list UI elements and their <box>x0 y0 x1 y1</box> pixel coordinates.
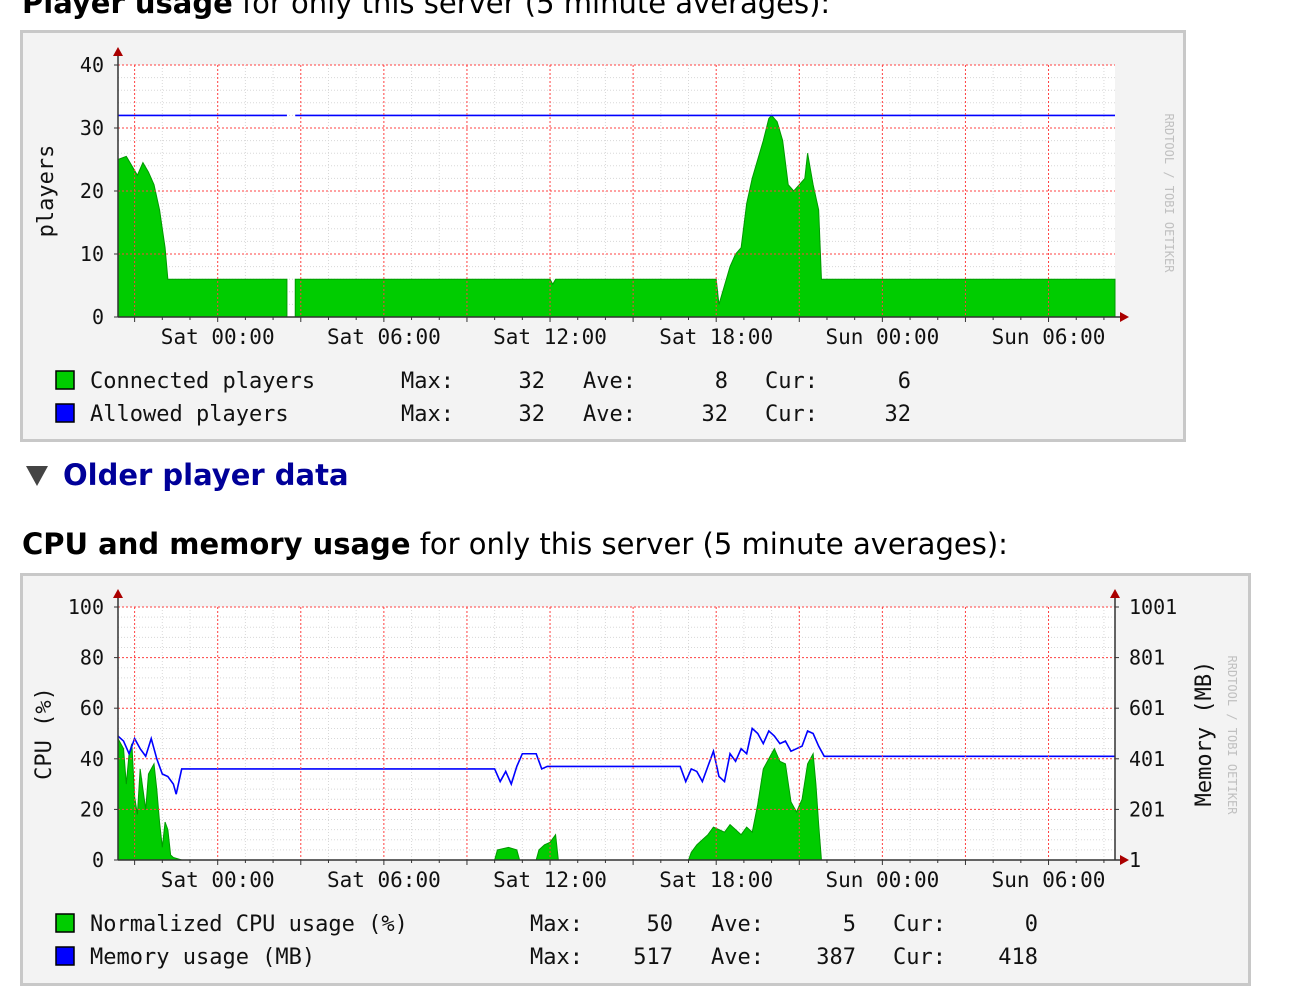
y-tick-label: 100 <box>68 595 104 619</box>
cpu-memory-heading-bold: CPU and memory usage <box>22 527 411 561</box>
y2-axis-arrow <box>1110 589 1120 598</box>
series-area-0 <box>117 738 1115 861</box>
legend-cur-label: Cur: <box>765 402 818 427</box>
y2-tick-label: 201 <box>1129 797 1165 821</box>
legend-cur-value: 0 <box>1025 912 1038 937</box>
y-tick-label: 40 <box>80 53 104 77</box>
legend-ave-label: Ave: <box>583 402 636 427</box>
legend-ave-value: 5 <box>843 912 856 937</box>
x-tick-label: Sat 18:00 <box>659 325 773 349</box>
player-usage-chart-panel: Sat 00:00 Sat 06:00 Sat 12:00 Sat 18:00 Sun … <box>20 30 1186 442</box>
y2-axis-label: Memory (MB) <box>1192 661 1217 807</box>
plot-area <box>118 607 1115 860</box>
legend-ave-label: Ave: <box>711 945 764 970</box>
cpu-memory-chart-panel: Sat 00:00 Sat 06:00 Sat 12:00 Sat 18:00 Sun … <box>20 573 1251 986</box>
x-tick-label: Sat 12:00 <box>493 325 607 349</box>
y2-tick-label: 401 <box>1129 747 1165 771</box>
legend-ave-value: 32 <box>702 402 729 427</box>
player-usage-heading-bold: Player usage <box>22 0 233 20</box>
legend-ave-value: 8 <box>715 369 728 394</box>
rrdtool-watermark: RRDTOOL / TOBI OETIKER <box>1162 114 1176 274</box>
x-tick-label: Sat 06:00 <box>327 868 441 892</box>
plot-area <box>118 65 1115 317</box>
legend-max-label: Max: <box>530 912 583 937</box>
cpu-memory-heading: CPU and memory usage for only this serve… <box>22 527 1008 561</box>
legend-cur-label: Cur: <box>893 912 946 937</box>
x-tick-label: Sun 06:00 <box>992 325 1106 349</box>
y-tick-label: 30 <box>80 116 104 140</box>
x-tick-label: Sat 00:00 <box>161 325 275 349</box>
legend-max-label: Max: <box>401 369 454 394</box>
x-tick-label: Sun 00:00 <box>825 868 939 892</box>
triangle-down-icon[interactable] <box>26 466 48 486</box>
legend-ave-value: 387 <box>816 945 856 970</box>
legend-label: Connected players <box>90 369 315 394</box>
y-axis-label: players <box>34 145 59 238</box>
legend-max-label: Max: <box>530 945 583 970</box>
legend-cur-value: 6 <box>898 369 911 394</box>
x-axis-arrow <box>1120 312 1129 322</box>
legend-max-value: 32 <box>519 369 546 394</box>
x-tick-label: Sat 12:00 <box>493 868 607 892</box>
legend-max-label: Max: <box>401 402 454 427</box>
y2-tick-label: 601 <box>1129 696 1165 720</box>
legend-label: Memory usage (MB) <box>90 945 315 970</box>
x-tick-label: Sat 06:00 <box>327 325 441 349</box>
x-tick-label: Sun 00:00 <box>825 325 939 349</box>
player-usage-heading-rest: for only this server (5 minute averages)… <box>232 0 831 20</box>
older-player-data-link[interactable]: Older player data <box>63 458 349 492</box>
y-tick-label: 40 <box>80 747 104 771</box>
rrdtool-watermark: RRDTOOL / TOBI OETIKER <box>1225 656 1239 816</box>
legend-cur-value: 32 <box>885 402 912 427</box>
series-line-1 <box>117 726 1115 795</box>
legend-max-value: 32 <box>519 402 546 427</box>
legend-max-value: 517 <box>633 945 673 970</box>
legend-ave-label: Ave: <box>711 912 764 937</box>
x-tick-label: Sat 00:00 <box>161 868 275 892</box>
x-tick-label: Sun 06:00 <box>992 868 1106 892</box>
legend-swatch <box>55 946 75 966</box>
player-usage-chart: Sat 00:00 Sat 06:00 Sat 12:00 Sat 18:00 Sun … <box>34 47 1176 427</box>
x-tick-label: Sat 18:00 <box>659 868 773 892</box>
grid <box>118 607 1115 860</box>
legend-swatch <box>55 913 75 933</box>
legend-cur-value: 418 <box>998 945 1038 970</box>
y2-tick-label: 801 <box>1129 646 1165 670</box>
y-axis-arrow <box>113 47 123 56</box>
y2-tick-label: 1001 <box>1129 595 1177 619</box>
y-tick-label: 20 <box>80 179 104 203</box>
y-axis-label: CPU (%) <box>32 687 57 780</box>
y-tick-label: 20 <box>80 797 104 821</box>
legend-label: Normalized CPU usage (%) <box>90 912 408 937</box>
player-usage-heading: Player usage for only this server (5 min… <box>22 0 830 20</box>
older-player-data-toggle[interactable]: Older player data <box>26 458 349 492</box>
legend-cur-label: Cur: <box>893 945 946 970</box>
y-tick-label: 0 <box>92 848 104 872</box>
legend-max-value: 50 <box>647 912 674 937</box>
cpu-memory-chart: Sat 00:00 Sat 06:00 Sat 12:00 Sat 18:00 Sun … <box>32 589 1239 970</box>
y2-tick-label: 1 <box>1129 848 1141 872</box>
legend-swatch <box>55 403 75 423</box>
series-area-0 <box>117 155 288 318</box>
series-area-0 <box>294 114 1116 318</box>
y-tick-label: 0 <box>92 305 104 329</box>
x-axis-arrow <box>1120 855 1129 865</box>
legend-swatch <box>55 370 75 390</box>
y-tick-label: 10 <box>80 242 104 266</box>
legend-ave-label: Ave: <box>583 369 636 394</box>
cpu-memory-heading-rest: for only this server (5 minute averages)… <box>410 527 1008 561</box>
legend-cur-label: Cur: <box>765 369 818 394</box>
y-tick-label: 80 <box>80 646 104 670</box>
legend-label: Allowed players <box>90 402 289 427</box>
y-tick-label: 60 <box>80 696 104 720</box>
y-axis-arrow <box>113 589 123 598</box>
